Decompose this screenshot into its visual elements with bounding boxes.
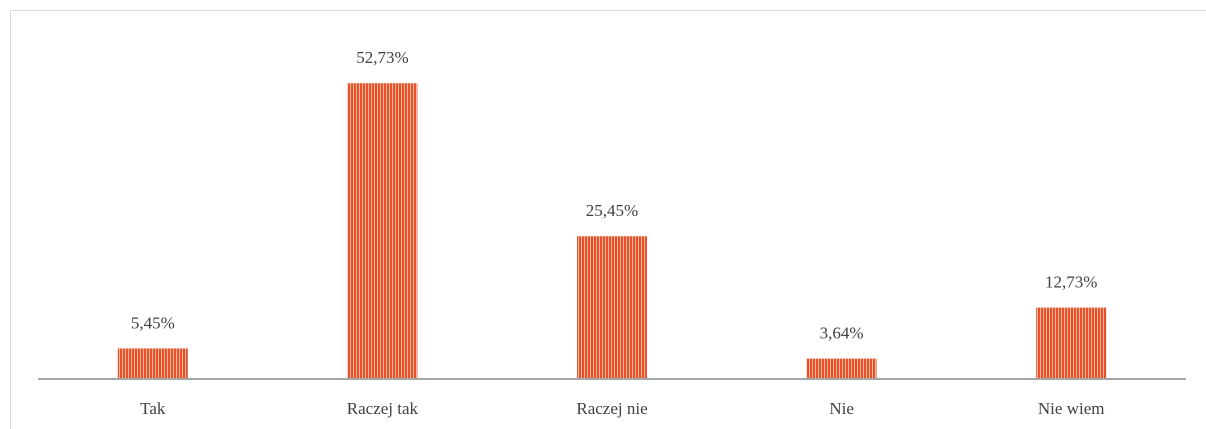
chart-frame — [10, 10, 1206, 429]
x-tick-label: Raczej nie — [576, 399, 647, 418]
data-label: 52,73% — [356, 48, 408, 67]
x-tick-label: Nie — [829, 399, 854, 418]
x-tick-label: Raczej tak — [347, 399, 419, 418]
data-label: 3,64% — [820, 323, 864, 342]
bar — [117, 348, 188, 379]
x-tick-label: Tak — [140, 399, 166, 418]
x-tick-label: Nie wiem — [1038, 399, 1105, 418]
data-label: 5,45% — [131, 313, 175, 332]
data-label: 12,73% — [1045, 272, 1097, 291]
bar — [1036, 307, 1107, 379]
bar — [347, 83, 418, 380]
data-label: 25,45% — [586, 201, 638, 220]
bar — [577, 236, 647, 379]
bar — [806, 358, 877, 379]
